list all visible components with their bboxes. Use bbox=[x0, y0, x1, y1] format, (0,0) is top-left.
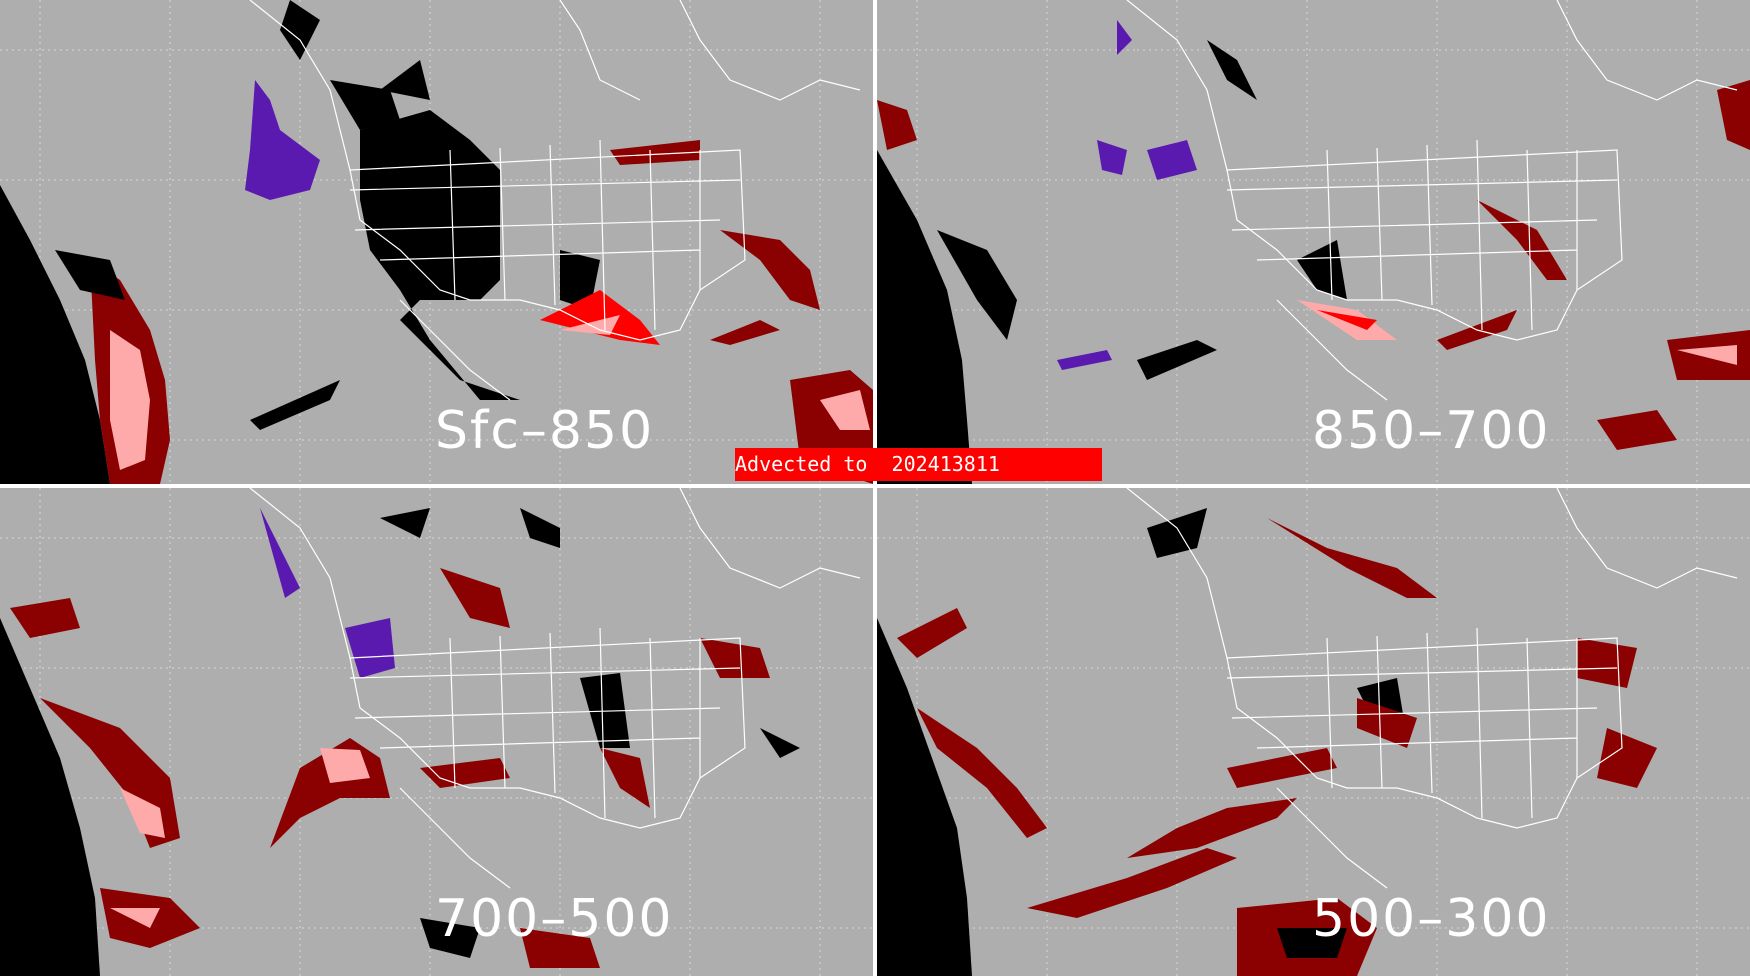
map-sfc-850 bbox=[0, 0, 873, 484]
map-700-500 bbox=[0, 488, 873, 976]
panel-label-sfc-850: Sfc–850 bbox=[435, 401, 655, 461]
map-850-700 bbox=[877, 0, 1750, 484]
panel-label-500-300: 500–300 bbox=[1312, 889, 1551, 949]
map-500-300 bbox=[877, 488, 1750, 976]
panel-label-700-500: 700–500 bbox=[435, 889, 674, 949]
panel-label-850-700: 850–700 bbox=[1312, 401, 1551, 461]
map-panel-sfc-850: Sfc–850 bbox=[0, 0, 873, 484]
map-panel-500-300: 500–300 bbox=[877, 488, 1750, 976]
map-panel-700-500: 700–500 bbox=[0, 488, 873, 976]
map-panel-850-700: 850–700 bbox=[877, 0, 1750, 484]
advected-banner: Advected to 202413811 bbox=[735, 448, 1102, 481]
